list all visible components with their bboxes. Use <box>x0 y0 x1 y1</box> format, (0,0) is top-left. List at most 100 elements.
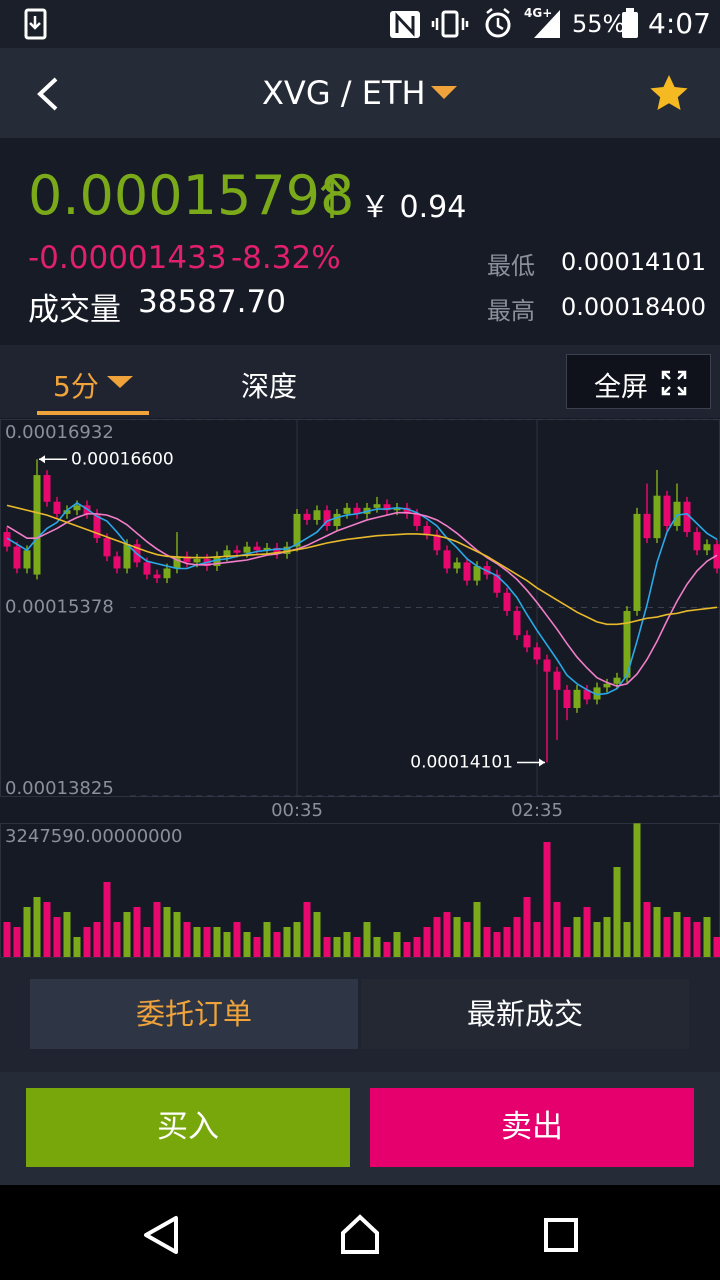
candle-body <box>473 566 481 581</box>
volume-bar <box>613 867 621 957</box>
up-arrow <box>320 176 344 218</box>
annotation-label: 0.00014101 <box>410 753 513 773</box>
candle-body <box>423 526 431 535</box>
candle-body <box>603 683 611 688</box>
candle-body <box>693 532 701 551</box>
candle-body <box>323 510 331 527</box>
recents-nav[interactable] <box>544 1218 578 1252</box>
high-label: 最高 <box>487 297 535 325</box>
favorite-star[interactable] <box>650 75 688 110</box>
home-nav[interactable] <box>341 1214 379 1254</box>
candle-body <box>253 546 261 551</box>
volume-bar <box>133 906 141 957</box>
volume-bar <box>673 911 681 957</box>
volume-bar <box>653 906 661 957</box>
back-button[interactable] <box>37 77 58 111</box>
volume-bar <box>63 911 71 957</box>
back-nav[interactable] <box>144 1216 178 1254</box>
annotation-arrowhead <box>39 455 45 464</box>
candle-body <box>393 507 401 511</box>
candle-body <box>563 689 571 709</box>
interval-decor <box>37 376 149 415</box>
volume-bar <box>423 927 431 957</box>
y-tick-label: 0.00015378 <box>5 597 114 618</box>
candle-body <box>153 574 161 579</box>
orders-tab[interactable]: 委托订单 <box>30 979 358 1049</box>
volume-bar <box>633 823 641 957</box>
candle-body <box>293 513 301 547</box>
candle-body <box>183 556 191 563</box>
trades-tab[interactable]: 最新成交 <box>361 979 689 1049</box>
volume-bar <box>293 922 301 957</box>
volume-bar <box>123 911 131 957</box>
volume-bar <box>223 931 231 957</box>
candle-body <box>403 507 411 514</box>
volume-bar <box>53 917 61 957</box>
candle-body <box>163 568 171 579</box>
action-bar: 买入 卖出 <box>0 1072 720 1185</box>
volume-bar <box>553 901 561 957</box>
volume-bar <box>173 911 181 957</box>
sell-button[interactable]: 卖出 <box>370 1088 694 1167</box>
high-value: 0.00018400 <box>561 293 707 321</box>
candle-body <box>313 510 321 520</box>
volume-bar <box>543 842 551 957</box>
candle-body <box>643 513 651 539</box>
fullscreen-button[interactable]: 全屏 <box>566 354 711 409</box>
volume-bar <box>523 897 531 957</box>
volume-tick-label: 3247590.00000000 <box>5 826 183 847</box>
volume-bar <box>663 917 671 957</box>
candle-body <box>633 513 641 611</box>
price-change-pct: -8.32% <box>231 240 341 276</box>
candle-body <box>513 610 521 636</box>
volume-bar <box>393 931 401 957</box>
candle-body <box>63 510 71 514</box>
volume-bar <box>263 922 271 957</box>
candle-body <box>303 513 311 520</box>
low-value: 0.00014101 <box>561 248 707 276</box>
volume-bar <box>473 901 481 957</box>
moving-average <box>6 504 718 626</box>
status-bar: 4G+ 55% 4:07 <box>0 0 720 48</box>
volume-bar <box>373 936 381 957</box>
annotation-arrowhead <box>539 758 545 767</box>
fullscreen-icon <box>661 370 687 396</box>
candle-body <box>453 562 461 569</box>
buy-button[interactable]: 买入 <box>26 1088 350 1167</box>
clock: 4:07 <box>648 7 711 40</box>
candle-body <box>243 546 251 553</box>
candle-body <box>533 647 541 660</box>
candle-body <box>333 513 341 527</box>
candle-body <box>353 507 361 514</box>
candle-body <box>543 659 551 672</box>
candle-body <box>523 635 531 648</box>
volume-bar <box>353 936 361 957</box>
interval-tab[interactable]: 5分 <box>53 370 99 403</box>
candle-body <box>173 556 181 569</box>
pair-title[interactable]: XVG / ETH <box>262 74 426 112</box>
volume-bar <box>153 901 161 957</box>
volume-bar <box>433 917 441 957</box>
pair-dropdown[interactable] <box>431 86 457 99</box>
nav-bar <box>0 1185 720 1280</box>
depth-tab[interactable]: 深度 <box>241 370 298 403</box>
volume-bar <box>73 936 81 957</box>
volume-bar <box>33 897 41 957</box>
candle-body <box>413 513 421 527</box>
candle-body <box>273 547 281 554</box>
volume-bar <box>493 931 501 957</box>
candle-body <box>113 556 121 569</box>
network-type: 4G+ <box>524 6 553 20</box>
candle-body <box>123 544 131 569</box>
volume-bar <box>253 936 261 957</box>
candle-body <box>663 495 671 527</box>
candle-body <box>383 504 391 511</box>
volume-bar <box>463 922 471 957</box>
header: XVG / ETH <box>0 48 720 138</box>
candle-body <box>213 556 221 567</box>
moving-average <box>6 511 718 688</box>
candle-body <box>223 550 231 557</box>
volume-bar <box>533 922 541 957</box>
volume-bar <box>343 931 351 957</box>
